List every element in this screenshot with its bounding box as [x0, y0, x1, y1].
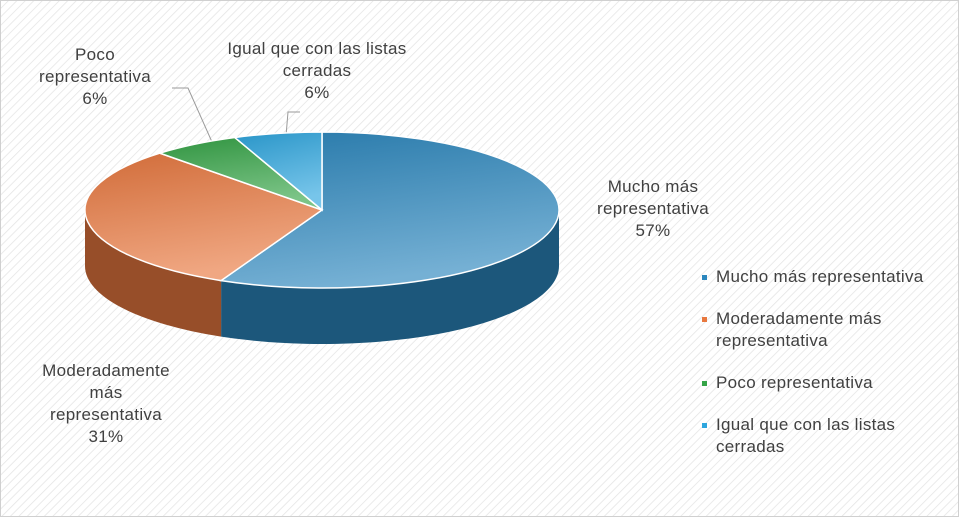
label-value: 57% — [635, 221, 671, 240]
data-label: Mucho más representativa 57% — [568, 176, 738, 242]
label-value: 31% — [88, 427, 124, 446]
label-name: Igual que con las listas cerradas — [227, 39, 407, 80]
legend-swatch — [702, 423, 707, 428]
legend-swatch — [702, 317, 707, 322]
label-value: 6% — [82, 89, 108, 108]
legend-item: Igual que con las listas cerradas — [700, 414, 952, 458]
label-value: 6% — [304, 83, 330, 102]
slice — [85, 210, 222, 337]
slice — [221, 210, 559, 344]
legend-swatch — [702, 381, 707, 386]
slice-top — [84, 152, 324, 282]
legend: Mucho más representativa Moderadamente má… — [700, 266, 952, 478]
leader-line — [172, 87, 213, 143]
legend-item: Poco representativa — [700, 372, 952, 394]
legend-swatch — [702, 275, 707, 280]
legend-label: Igual que con las listas cerradas — [716, 415, 896, 456]
data-label: Poco representativa 6% — [30, 44, 160, 110]
legend-item: Moderadamente más representativa — [700, 308, 952, 352]
slice-top-group — [84, 152, 324, 282]
legend-label: Mucho más representativa — [716, 267, 924, 286]
legend-item: Mucho más representativa — [700, 266, 952, 288]
label-name: Mucho más representativa — [597, 177, 709, 218]
slice-top-group — [219, 131, 560, 289]
slice-top — [219, 131, 560, 289]
slice-top-group — [232, 131, 323, 212]
data-label: Igual que con las listas cerradas 6% — [222, 38, 412, 104]
legend-label: Moderadamente más representativa — [716, 309, 882, 350]
slice-top — [232, 131, 323, 212]
data-label: Moderadamente más representativa 31% — [36, 360, 176, 448]
slice-side — [85, 210, 222, 337]
label-name: Poco representativa — [39, 45, 151, 86]
legend-label: Poco representativa — [716, 373, 873, 392]
leader-line — [285, 111, 300, 137]
slice-side — [221, 210, 559, 344]
label-name: Moderadamente más representativa — [42, 361, 170, 424]
